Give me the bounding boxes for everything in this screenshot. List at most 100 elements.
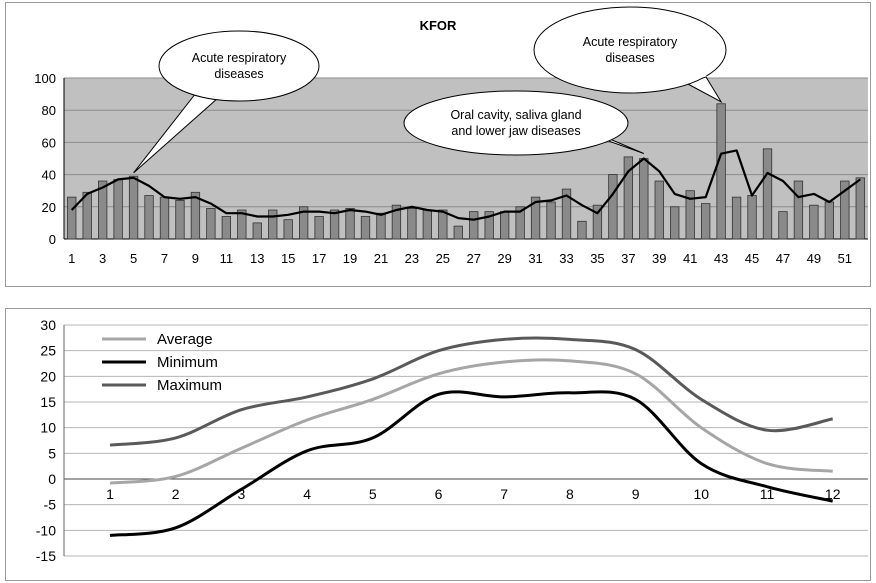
bubble-seam: [590, 127, 604, 139]
bar: [747, 195, 757, 240]
annotation-text: Acute respiratory: [583, 35, 678, 49]
x-tick-label: 35: [590, 251, 604, 266]
x-tick-label: 8: [566, 486, 574, 502]
x-tick-label: 15: [281, 251, 295, 266]
x-tick-label: 3: [99, 251, 106, 266]
bar: [577, 220, 587, 240]
y-tick-label: 20: [42, 200, 56, 215]
bar: [809, 204, 819, 240]
bar: [438, 209, 448, 240]
y-tick-label: 5: [48, 445, 56, 461]
x-tick-label: 45: [745, 251, 759, 266]
bubble-outline: [533, 6, 727, 94]
bar: [701, 203, 711, 240]
series-line-minimum: [109, 390, 834, 537]
x-tick-label: 37: [621, 251, 635, 266]
bar: [731, 196, 742, 240]
bar: [144, 195, 154, 240]
legend-label: Maximum: [157, 377, 222, 394]
bar: [98, 180, 108, 240]
x-tick-label: 39: [652, 251, 666, 266]
x-tick-label: 4: [303, 486, 311, 502]
bar: [190, 191, 201, 240]
bar: [422, 209, 432, 240]
x-tick-label: 10: [694, 486, 710, 502]
bar: [206, 208, 216, 240]
bar: [128, 175, 139, 240]
bar: [561, 188, 572, 240]
bar: [654, 180, 664, 240]
x-tick-label: 27: [466, 251, 480, 266]
annotation-bubble: Acute respiratory diseases: [533, 6, 727, 104]
bar: [515, 206, 525, 240]
bar: [329, 209, 340, 240]
bar: [793, 180, 804, 240]
x-tick-label: 19: [343, 251, 357, 266]
y-tick-label: 100: [34, 71, 56, 86]
bar: [840, 180, 850, 240]
bar: [670, 206, 680, 240]
bar: [608, 174, 618, 240]
x-tick-label: 5: [369, 486, 377, 502]
series-line-maximum: [109, 336, 833, 447]
y-tick-label: -15: [36, 548, 56, 564]
y-tick-label: -10: [36, 522, 56, 538]
bubble-outline: [403, 90, 629, 156]
x-tick-label: 13: [250, 251, 264, 266]
bar: [592, 204, 603, 240]
chart-title: KFOR: [420, 18, 457, 33]
bar: [314, 216, 324, 240]
bar: [159, 196, 170, 240]
x-tick-label: 11: [220, 251, 234, 266]
bar: [716, 103, 726, 240]
y-tick-label: 15: [40, 394, 56, 410]
kfor-chart-panel: 0 20 40 60 80 100 1 3 5 7 9 11 13 15 17 19 21 23 25 27 29 31 3…: [5, 2, 871, 287]
y-tick-label: 20: [40, 368, 56, 384]
x-tick-label: 25: [436, 251, 450, 266]
bubble-outline: [158, 30, 320, 102]
series-line-average: [109, 358, 833, 485]
bar: [360, 216, 371, 240]
x-tick-label: 9: [632, 486, 640, 502]
bar: [237, 209, 247, 240]
bar: [623, 156, 633, 240]
bar: [67, 196, 77, 240]
x-tick-label: 2: [172, 486, 180, 502]
bar: [407, 208, 417, 240]
bar: [82, 191, 92, 240]
x-tick-label: 29: [497, 251, 511, 266]
x-tick-label: 9: [192, 251, 199, 266]
bar: [345, 208, 355, 240]
bubble-seam: [195, 89, 219, 98]
x-tick-label: 51: [838, 251, 852, 266]
bar: [299, 206, 309, 240]
annotation-text: diseases: [605, 51, 654, 65]
bar: [391, 204, 402, 240]
x-tick-label: 11: [760, 486, 775, 502]
bar: [268, 209, 278, 240]
x-tick-label: 7: [500, 486, 508, 502]
x-tick-label: 7: [161, 251, 168, 266]
bar: [639, 158, 649, 240]
bar: [453, 225, 463, 240]
annotation-text: and lower jaw diseases: [451, 124, 580, 138]
y-tick-label: 25: [40, 343, 56, 359]
bar: [376, 212, 386, 240]
y-tick-label: 0: [49, 232, 56, 247]
bar: [778, 211, 788, 240]
x-tick-label: 47: [776, 251, 790, 266]
bar: [221, 216, 231, 240]
x-tick-label: 31: [528, 251, 542, 266]
y-tick-label: 40: [42, 168, 56, 183]
x-tick-label: 17: [312, 251, 326, 266]
x-tick-label: 43: [714, 251, 728, 266]
bar: [113, 179, 123, 240]
y-tick-label: 10: [40, 420, 56, 436]
x-tick-label: 5: [130, 251, 137, 266]
bar: [500, 211, 510, 240]
temperature-chart-panel: -15 -10 -5 0 5 10 15 20 25 30 1 2 3 4 5 6 7 8 9 10 11 12 Avera…: [5, 308, 871, 581]
bar: [175, 199, 185, 240]
y-tick-label: 0: [48, 471, 56, 487]
bar: [762, 148, 773, 240]
